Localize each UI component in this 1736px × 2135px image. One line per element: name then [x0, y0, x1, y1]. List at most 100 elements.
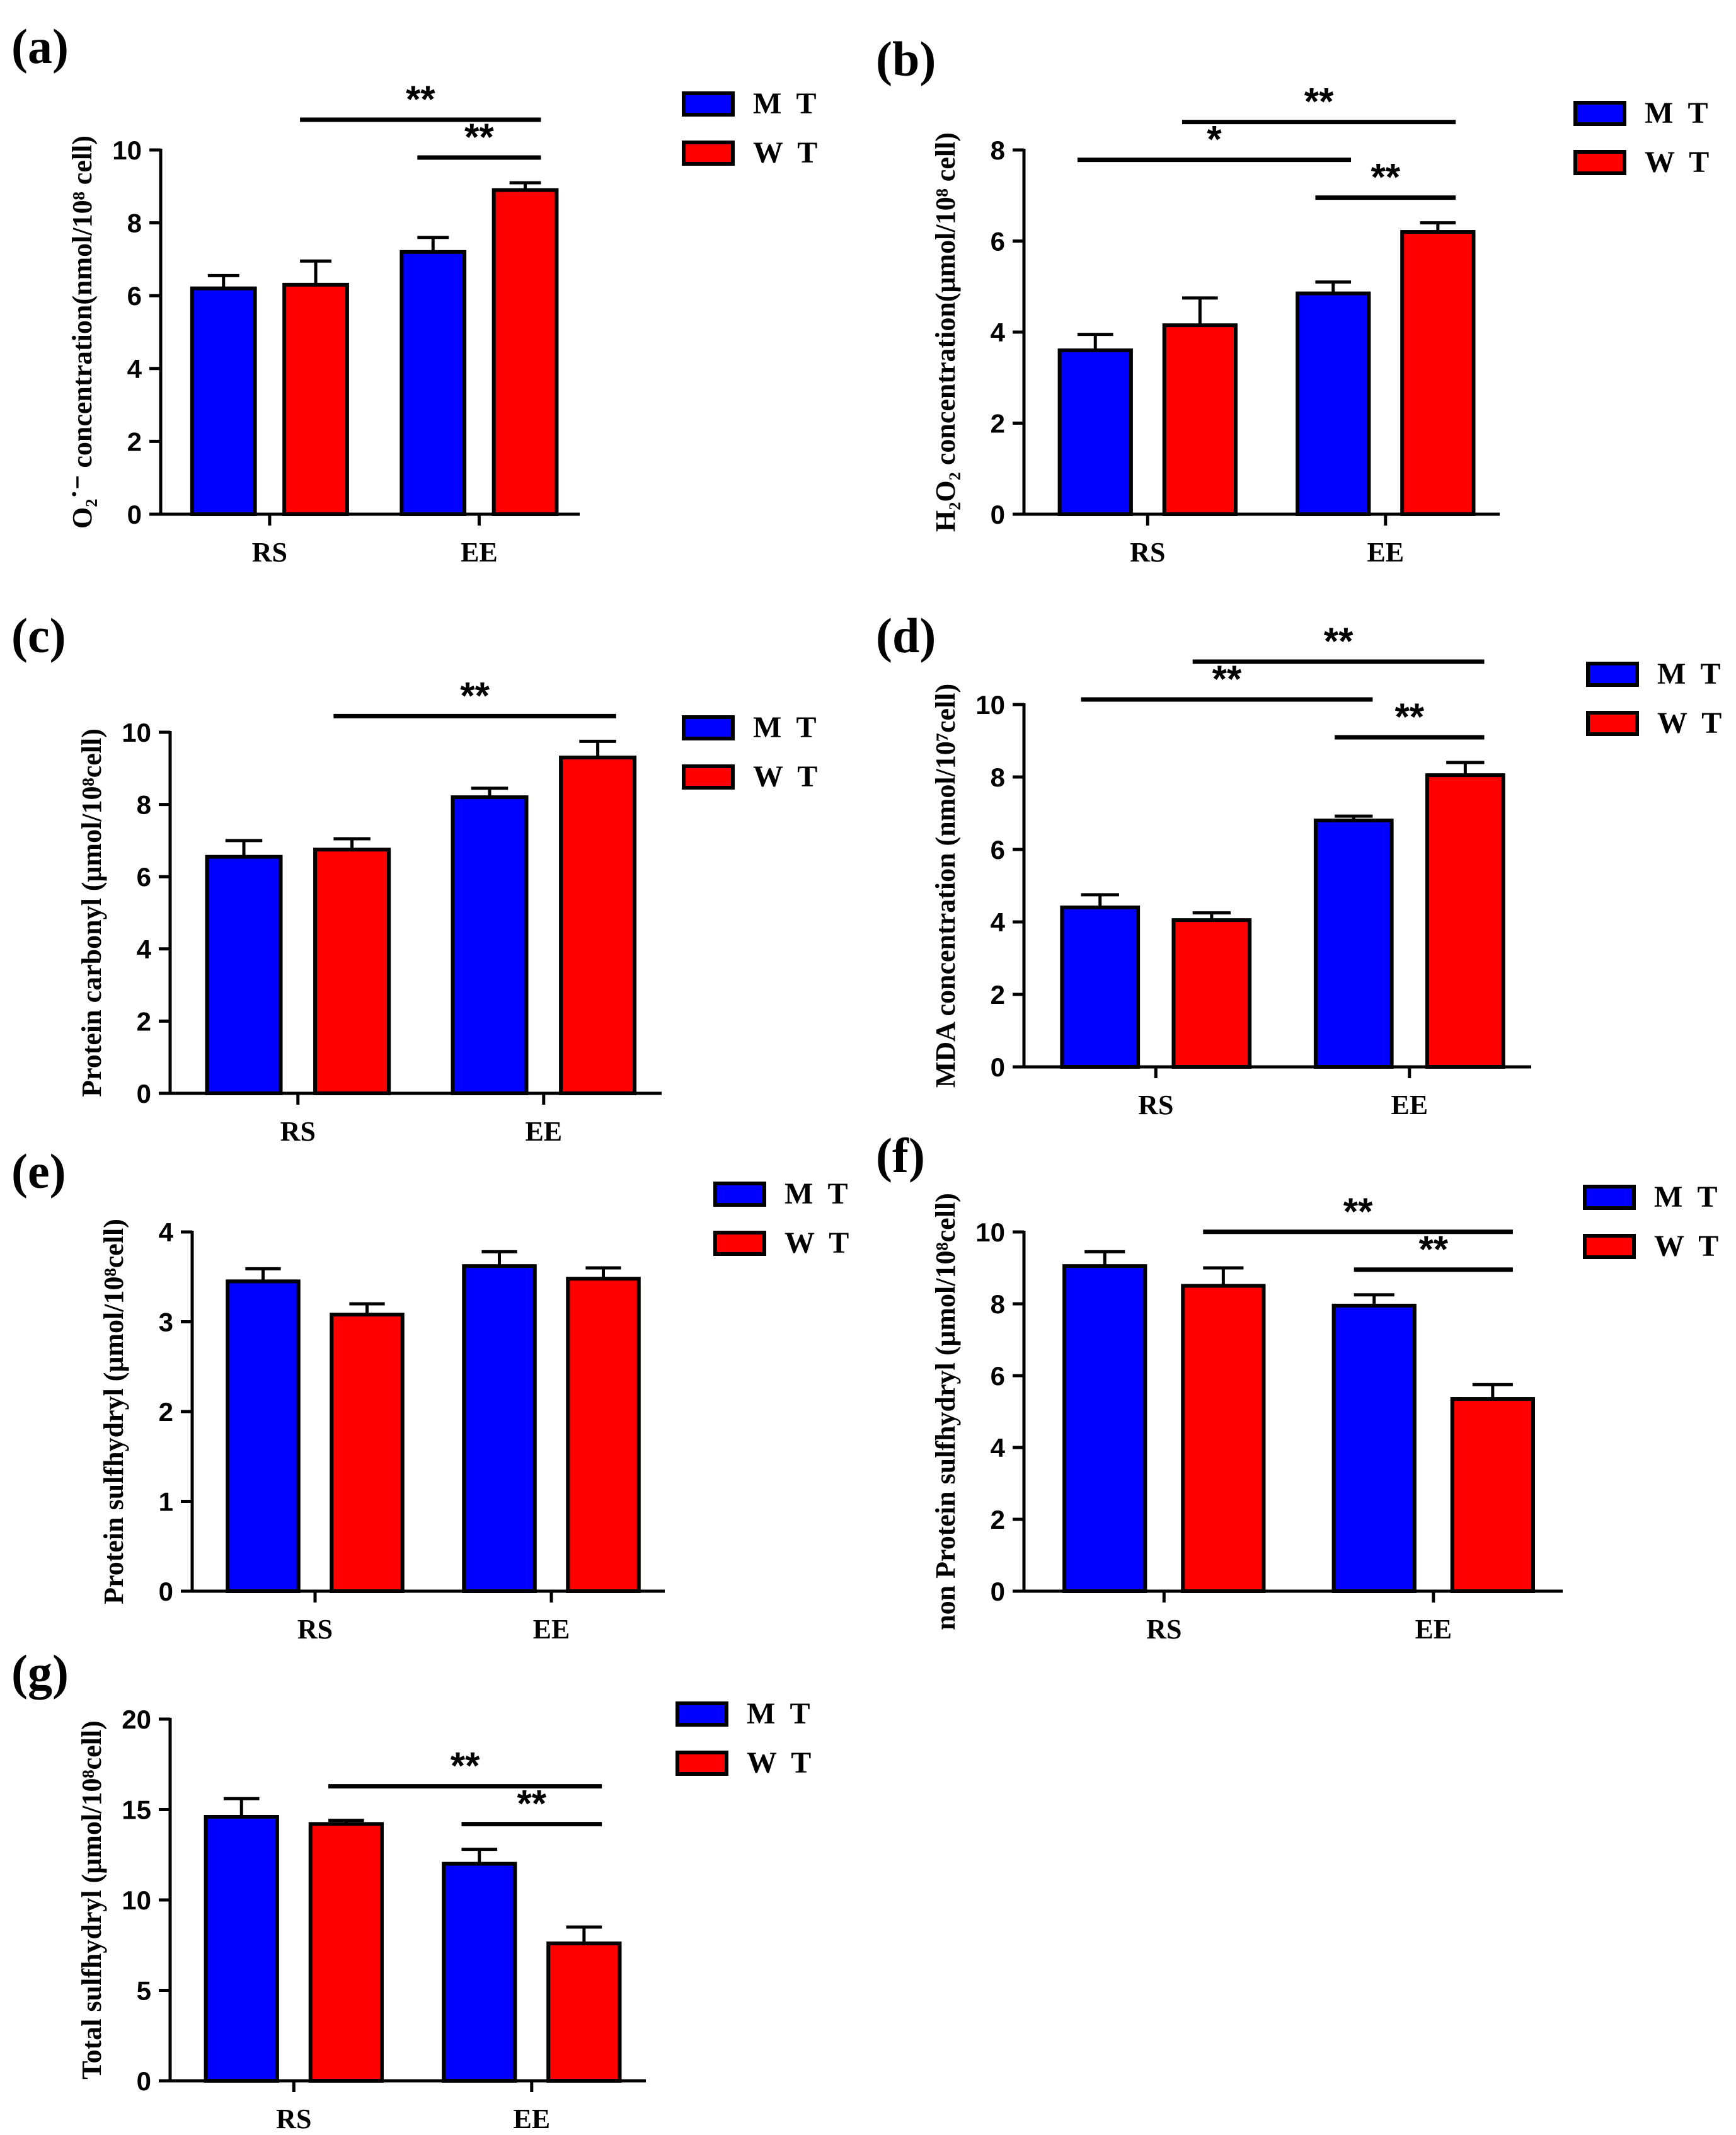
y-tick-label: 2 — [159, 1397, 173, 1427]
bar-rs-mt — [1057, 348, 1133, 517]
y-tick-label: 4 — [127, 354, 142, 384]
significance-label: ** — [1418, 1228, 1448, 1270]
x-tick-label: RS — [1130, 537, 1165, 568]
y-tick-label: 0 — [991, 1052, 1005, 1082]
significance-label: ** — [1394, 696, 1424, 738]
bar-ee-wt — [1425, 773, 1505, 1069]
bar-rs-mt — [190, 286, 257, 516]
y-tick-label: 10 — [122, 718, 151, 747]
bar-ee-mt — [1331, 1303, 1417, 1594]
y-tick-label: 0 — [137, 1079, 151, 1108]
y-tick-label: 5 — [137, 1976, 151, 2006]
chart-panel-b: (b) 0 2 4 6 8 H₂O₂ concentration(μmol/10⁸ cell… — [876, 32, 1713, 568]
legend-label: M T — [753, 711, 820, 744]
significance-label: ** — [460, 674, 490, 716]
significance-label: ** — [464, 116, 494, 158]
bar-rs-wt — [1181, 1284, 1266, 1593]
y-tick-label: 0 — [159, 1577, 173, 1606]
y-tick-label: 6 — [137, 862, 151, 892]
significance-label: * — [1207, 118, 1222, 161]
legend-swatch-mt — [1573, 101, 1626, 126]
chart-panel-e: (e) 0 1 2 3 4 Protein sulfhydryl (μmol/10⁸cell… — [11, 1144, 853, 1645]
x-tick-label: RS — [297, 1614, 333, 1645]
legend-swatch-wt — [1573, 150, 1626, 175]
y-tick-label: 0 — [991, 1577, 1005, 1606]
legend-label: M T — [753, 87, 820, 120]
legend-label: W T — [785, 1226, 853, 1260]
x-tick-label: EE — [1415, 1614, 1452, 1645]
y-tick-label: 10 — [975, 690, 1005, 720]
legend-label: M T — [785, 1177, 851, 1211]
y-tick-label: 4 — [991, 1433, 1006, 1463]
legend-label: W T — [753, 136, 821, 170]
bar-rs-wt — [1162, 323, 1238, 516]
y-tick-label: 10 — [975, 1217, 1005, 1247]
bar-rs-mt — [205, 855, 283, 1096]
bar-rs-wt — [308, 1822, 384, 2083]
y-tick-label: 8 — [991, 135, 1005, 165]
y-tick-label: 8 — [991, 762, 1005, 792]
significance-label: ** — [406, 78, 435, 120]
chart-panel-f: (f) 0 2 4 6 8 10 non Protein sulfhydryl (μmol/1… — [876, 1128, 1722, 1645]
bar-rs-mt — [226, 1279, 301, 1593]
x-tick-label: RS — [276, 2103, 311, 2134]
x-tick-label: EE — [1367, 537, 1404, 568]
legend-swatch-wt — [682, 141, 735, 166]
x-tick-label: EE — [513, 2103, 550, 2134]
legend-label: W T — [1654, 1229, 1722, 1263]
y-tick-label: 2 — [991, 980, 1005, 1010]
y-tick-label: 3 — [159, 1308, 173, 1337]
y-tick-label: 10 — [112, 135, 142, 165]
y-tick-label: 2 — [991, 409, 1005, 439]
y-tick-label: 4 — [991, 318, 1006, 347]
legend-swatch-wt — [713, 1231, 766, 1256]
bar-ee-wt — [559, 756, 637, 1095]
chart-panel-c: (c) 0 2 4 6 8 10 Protein carbonyl (μmol/10⁸cell… — [11, 608, 820, 1147]
panel-label: (c) — [11, 608, 66, 663]
y-tick-label: 6 — [127, 281, 142, 311]
y-tick-label: 4 — [137, 935, 152, 964]
y-axis-title: H₂O₂ concentration(μmol/10⁸ cell) — [930, 132, 961, 532]
legend-swatch-mt — [682, 715, 735, 740]
y-axis-title: Protein sulfhydryl (μmol/10⁸cell) — [98, 1219, 129, 1604]
panel-label: (g) — [11, 1645, 69, 1700]
y-tick-label: 20 — [122, 1705, 151, 1734]
y-axis-title: Protein carbonyl (μmol/10⁸cell) — [76, 728, 107, 1097]
y-axis-title: Total sulfhydryl (μmol/10⁸cell) — [76, 1720, 107, 2079]
bar-ee-mt — [462, 1264, 537, 1593]
chart-panel-g: (g) 0 5 10 15 20 Total sulfhydryl (μmol/10⁸cel… — [11, 1645, 813, 2134]
bar-ee-mt — [400, 250, 467, 516]
bar-rs-wt — [313, 848, 391, 1095]
y-tick-label: 6 — [991, 835, 1005, 865]
bar-rs-mt — [1060, 906, 1141, 1069]
y-tick-label: 4 — [159, 1217, 174, 1247]
panel-label: (f) — [876, 1128, 925, 1183]
x-tick-label: EE — [525, 1116, 562, 1147]
bar-ee-wt — [546, 1941, 622, 2083]
panel-label: (d) — [876, 608, 936, 663]
legend-swatch-mt — [1583, 1185, 1636, 1210]
legend-label: W T — [1645, 146, 1713, 179]
significance-label: ** — [1371, 156, 1400, 199]
bar-ee-wt — [1400, 230, 1476, 516]
x-tick-label: EE — [533, 1614, 570, 1645]
legend-label: M T — [1645, 96, 1711, 130]
y-tick-label: 8 — [127, 209, 142, 238]
significance-label: ** — [1304, 81, 1334, 123]
y-tick-label: 15 — [122, 1795, 151, 1825]
bar-rs-mt — [204, 1814, 279, 2083]
legend-swatch-wt — [682, 764, 735, 790]
x-tick-label: RS — [252, 537, 287, 568]
y-tick-label: 2 — [137, 1006, 151, 1036]
significance-label: ** — [1212, 658, 1242, 700]
bar-ee-mt — [451, 795, 529, 1095]
legend-label: M T — [747, 1697, 813, 1730]
legend-label: M T — [1654, 1180, 1721, 1214]
chart-panel-a: (a) 0 2 4 6 8 10 O₂˙⁻ concentration(nmol/10⁸ ce… — [11, 19, 821, 568]
y-tick-label: 10 — [122, 1885, 151, 1915]
significance-label: ** — [451, 1745, 480, 1787]
bar-ee-mt — [1313, 819, 1394, 1069]
bar-ee-wt — [566, 1277, 641, 1593]
y-tick-label: 1 — [159, 1487, 173, 1517]
legend-swatch-wt — [1583, 1234, 1636, 1259]
